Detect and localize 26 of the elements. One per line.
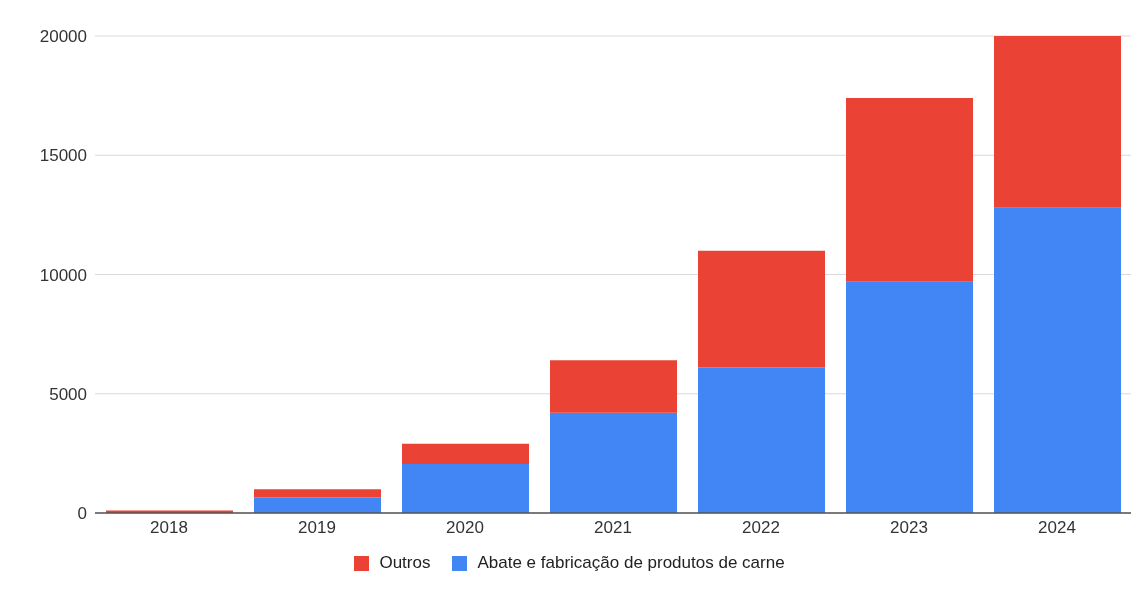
y-tick-label: 0 — [77, 504, 87, 524]
bar — [994, 36, 1121, 208]
legend-label: Outros — [379, 553, 431, 573]
x-tick-label: 2021 — [594, 518, 632, 538]
bar — [698, 367, 825, 513]
x-tick-label: 2024 — [1038, 518, 1076, 538]
bar — [846, 98, 973, 282]
bar — [402, 443, 529, 465]
bar — [698, 250, 825, 368]
y-tick-label: 15000 — [39, 146, 87, 166]
bar — [994, 207, 1121, 513]
y-tick-label: 5000 — [49, 384, 87, 404]
y-tick-label: 20000 — [39, 27, 87, 47]
bar — [254, 497, 381, 513]
bar — [550, 360, 677, 413]
x-tick-label: 2018 — [150, 518, 188, 538]
bar — [550, 412, 677, 513]
legend-label: Abate e fabricação de produtos de carne — [477, 553, 785, 573]
bar — [846, 281, 973, 513]
x-tick-label: 2020 — [446, 518, 484, 538]
x-tick-label: 2019 — [298, 518, 336, 538]
bar — [254, 489, 381, 498]
bar — [402, 464, 529, 513]
y-tick-label: 10000 — [39, 265, 87, 285]
x-tick-label: 2023 — [890, 518, 928, 538]
x-tick-label: 2022 — [742, 518, 780, 538]
